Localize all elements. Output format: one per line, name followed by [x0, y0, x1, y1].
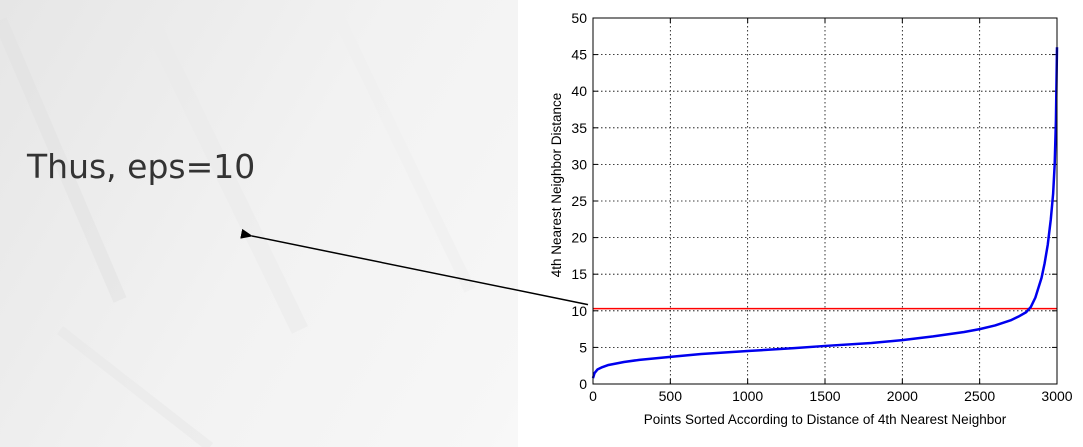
y-axis-label: 4th Nearest Neighbor Distance: [549, 93, 564, 278]
y-tick-label: 45: [571, 47, 587, 63]
x-tick-label: 2000: [887, 388, 918, 404]
y-tick-label: 50: [571, 10, 587, 26]
chart-panel: 0 500 1000 1500 2000 2500 3000 0 5 10 15 20 25 30 35 4…: [518, 0, 1083, 447]
y-tick-label: 5: [579, 339, 587, 355]
x-tick-labels: 0 500 1000 1500 2000 2500 3000: [589, 388, 1073, 404]
y-tick-label: 25: [571, 193, 587, 209]
x-axis-label: Points Sorted According to Distance of 4…: [644, 412, 1007, 427]
series-line: [591, 47, 1059, 379]
grid-lines: [593, 18, 1057, 384]
y-tick-label: 0: [579, 376, 587, 392]
eps-annotation-text: Thus, eps=10: [27, 147, 256, 186]
x-tick-label: 2500: [964, 388, 995, 404]
y-tick-label: 40: [571, 83, 587, 99]
x-tick-label: 0: [589, 388, 597, 404]
x-tick-label: 500: [659, 388, 683, 404]
x-tick-label: 1500: [809, 388, 840, 404]
y-tick-labels: 0 5 10 15 20 25 30 35 40 45 50: [571, 10, 587, 392]
x-tick-label: 1000: [732, 388, 763, 404]
y-tick-label: 15: [571, 266, 587, 282]
k-distance-chart: 0 500 1000 1500 2000 2500 3000 0 5 10 15 20 25 30 35 4…: [549, 10, 1073, 427]
x-tick-label: 3000: [1041, 388, 1072, 404]
y-tick-label: 30: [571, 156, 587, 172]
plot-area-frame: [592, 17, 1058, 385]
y-tick-label: 10: [571, 303, 587, 319]
y-tick-label: 35: [571, 120, 587, 136]
y-tick-label: 20: [571, 230, 587, 246]
